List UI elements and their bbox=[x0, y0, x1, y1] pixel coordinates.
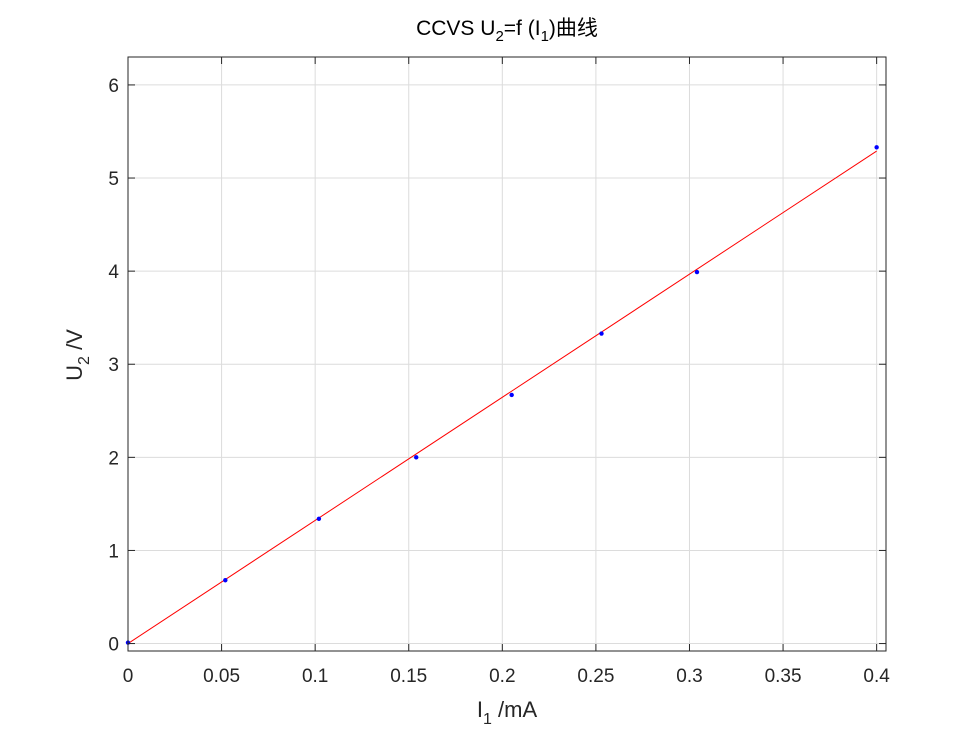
data-point bbox=[874, 145, 879, 150]
xlabel-sub: 1 bbox=[483, 711, 492, 728]
series-layer bbox=[125, 145, 879, 645]
x-tick-label: 0.15 bbox=[390, 666, 427, 687]
x-tick-label: 0.25 bbox=[577, 666, 614, 687]
data-point bbox=[694, 269, 700, 275]
x-tick-label: 0 bbox=[123, 666, 134, 687]
y-tick-label: 2 bbox=[108, 448, 119, 469]
data-point bbox=[509, 392, 514, 398]
title-suffix: )曲线 bbox=[549, 17, 598, 40]
ylabel-sub: 2 bbox=[76, 356, 93, 365]
ticks bbox=[127, 57, 886, 651]
fit-line bbox=[127, 150, 877, 644]
data-point bbox=[414, 455, 419, 460]
title-sub1: 2 bbox=[495, 28, 503, 45]
y-tick-label: 0 bbox=[108, 635, 119, 656]
x-tick-label: 0.35 bbox=[765, 666, 802, 687]
x-tick-label: 0.2 bbox=[489, 666, 515, 687]
x-axis-title: I1 /mA bbox=[477, 697, 538, 728]
y-tick-label: 5 bbox=[108, 169, 119, 190]
data-point bbox=[599, 331, 604, 336]
x-tick-label: 0.3 bbox=[676, 666, 702, 687]
x-tick-label: 0.1 bbox=[302, 666, 328, 687]
y-tick-label: 6 bbox=[108, 76, 119, 97]
x-tick-label: 0.4 bbox=[863, 666, 890, 687]
xlabel-rest: /mA bbox=[492, 697, 538, 722]
grid bbox=[127, 57, 886, 651]
title-prefix: CCVS U bbox=[416, 17, 495, 40]
y-tick-label: 4 bbox=[108, 262, 119, 283]
chart-title: CCVS U2=f (I1)曲线 bbox=[416, 17, 598, 45]
title-mid: =f (I bbox=[504, 17, 541, 40]
ylabel-rest: /V bbox=[62, 329, 87, 356]
xlabel-main: I bbox=[477, 697, 483, 722]
plot-area bbox=[128, 57, 886, 651]
y-tick-label: 1 bbox=[108, 541, 119, 562]
ylabel-main: U bbox=[62, 365, 87, 381]
data-point bbox=[223, 578, 228, 583]
plot-frame bbox=[127, 56, 887, 652]
y-tick-label: 3 bbox=[108, 355, 119, 376]
data-point bbox=[316, 516, 322, 521]
y-axis-title: U2 /V bbox=[62, 329, 93, 381]
title-sub2: 1 bbox=[541, 28, 549, 45]
x-tick-label: 0.05 bbox=[203, 666, 240, 687]
tick-labels: 0 0.05 0.1 0.15 0.2 0.25 0.3 0.35 0.4 0 1 2 3 4 5 6 bbox=[108, 76, 890, 687]
